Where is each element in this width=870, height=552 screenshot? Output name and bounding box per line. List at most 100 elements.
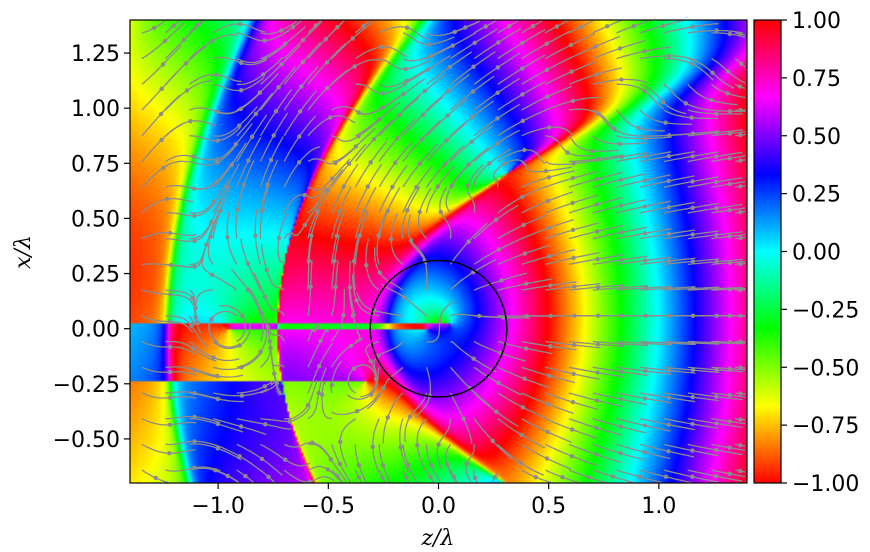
streamline-arrow (738, 261, 743, 267)
streamline-arrow (404, 475, 409, 480)
streamline-arrow (572, 284, 577, 289)
streamline-arrow (159, 86, 164, 92)
streamline-arrow (426, 42, 432, 47)
streamline-arrow (438, 209, 443, 215)
streamline-arrow (738, 107, 743, 113)
streamline-arrow (330, 176, 335, 181)
streamline-arrow (610, 474, 616, 479)
streamline-arrow (727, 366, 733, 371)
streamline-arrow (404, 25, 410, 30)
streamline-arrow (589, 148, 595, 154)
streamline-arrow (268, 345, 273, 351)
streamline-arrow (570, 227, 576, 233)
streamline-arrow (466, 162, 471, 167)
streamline-arrow (436, 442, 441, 447)
streamline-arrow (444, 138, 449, 143)
streamline-arrow (333, 284, 338, 290)
streamline-arrow (522, 251, 527, 256)
streamline-arrow (334, 233, 339, 238)
streamline-arrow (520, 118, 525, 124)
streamline-arrow (365, 184, 370, 189)
streamline-arrow (546, 175, 552, 180)
streamline-arrow (215, 396, 220, 402)
streamline-arrow (690, 394, 695, 400)
streamline-arrow (465, 183, 471, 188)
streamline-arrow (437, 319, 442, 324)
streamline-arrow (690, 474, 695, 479)
streamline-arrow (554, 24, 560, 29)
streamline-arrow (619, 285, 624, 290)
streamline-arrow (368, 358, 373, 364)
y-tick-label: −0.25 (53, 373, 120, 398)
streamline-arrow (167, 319, 173, 324)
streamline-arrow (218, 208, 223, 213)
streamline-arrow (548, 283, 553, 288)
streamline-arrow (522, 376, 527, 381)
streamline-arrow (523, 346, 529, 351)
streamline-arrow (738, 365, 743, 370)
streamline-arrow (300, 59, 306, 65)
streamline-arrow (262, 38, 267, 43)
streamline-arrow (402, 295, 407, 300)
streamline-arrow (666, 205, 671, 210)
streamline-arrow (666, 368, 672, 373)
streamline-arrow (259, 456, 265, 462)
streamline-arrow (690, 61, 695, 67)
streamline-arrow (240, 313, 245, 319)
streamline-arrow (379, 44, 384, 50)
streamline-arrow (302, 222, 308, 228)
streamline-arrow (406, 462, 411, 467)
streamline-arrow (594, 176, 600, 182)
streamline-arrow (442, 162, 447, 167)
streamline-arrow (183, 61, 188, 66)
streamline-arrow (381, 386, 386, 391)
streamline-arrow (617, 46, 623, 51)
streamline-arrow (332, 258, 337, 264)
streamline-arrow (215, 421, 220, 427)
streamline-arrow (450, 43, 455, 48)
streamline-arrow (727, 445, 732, 450)
streamline-arrow (663, 120, 668, 125)
streamline-arrow (595, 342, 601, 347)
streamline-arrow (238, 60, 244, 66)
streamline-arrow (208, 234, 213, 239)
streamline-arrow (403, 66, 408, 72)
streamline-arrow (642, 396, 648, 401)
streamline-arrow (545, 429, 550, 435)
streamline-arrow (738, 158, 743, 163)
streamline-arrow (593, 44, 598, 49)
streamline-arrow (190, 346, 196, 351)
x-axis-label: z/λ (421, 526, 455, 551)
streamline-arrow (727, 131, 732, 136)
y-tick-label: −0.50 (53, 428, 120, 453)
streamline-arrow (738, 339, 743, 344)
streamline-arrow (690, 24, 695, 29)
streamline-arrow (666, 178, 671, 184)
streamline-arrow (714, 421, 719, 426)
streamline-arrow (241, 182, 247, 187)
y-axis-label: x/λ (11, 235, 36, 269)
streamline-arrow (738, 287, 743, 293)
streamline-arrow (397, 112, 402, 118)
streamline-arrow (356, 475, 361, 480)
streamline-arrow (727, 419, 732, 424)
streamline-arrow (642, 154, 648, 159)
streamline-arrow (266, 474, 271, 480)
streamline-arrow (420, 112, 426, 118)
streamline-arrow (594, 425, 599, 431)
streamline-arrow (160, 62, 166, 67)
streamline-arrow (319, 392, 325, 397)
streamline-arrow (351, 366, 357, 371)
streamline-arrow (469, 139, 474, 144)
streamline-arrow (385, 415, 390, 420)
streamline-arrow (472, 475, 478, 481)
streamline-arrow (276, 85, 281, 90)
streamline-arrow (312, 327, 317, 332)
streamline-arrow (390, 184, 395, 190)
streamline-arrow (595, 370, 600, 375)
streamline-arrow (229, 162, 234, 168)
colorbar-tick-label: −0.75 (792, 414, 859, 439)
streamline-arrow (428, 462, 434, 468)
streamline-arrow (714, 232, 719, 238)
streamline-arrow (262, 294, 268, 299)
